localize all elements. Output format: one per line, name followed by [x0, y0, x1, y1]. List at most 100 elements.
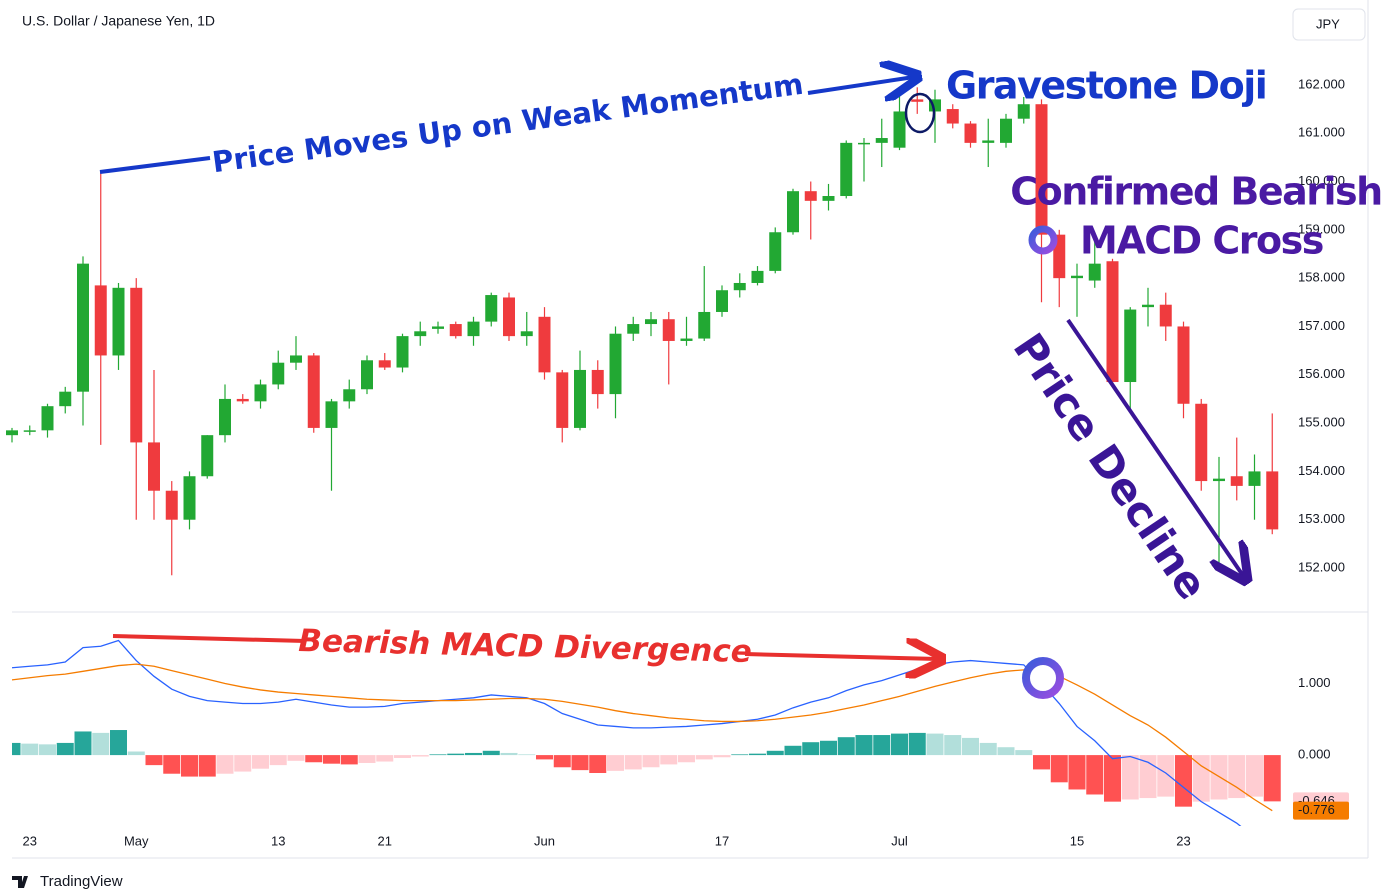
- histogram-bar: [216, 755, 234, 774]
- histogram-bar: [695, 755, 713, 760]
- cross-marker: [1022, 657, 1064, 699]
- candle-body: [1159, 304, 1172, 327]
- histogram-bar: [92, 732, 110, 756]
- candle-body: [556, 372, 569, 428]
- candle-body: [290, 355, 302, 363]
- histogram-bar: [1175, 755, 1192, 807]
- histogram-bar: [1121, 755, 1139, 800]
- x-tick-label: Jun: [534, 833, 555, 848]
- x-tick-label: 21: [378, 833, 392, 848]
- candle-body: [467, 321, 480, 337]
- histogram-bar: [1157, 755, 1175, 797]
- histogram-bar: [553, 755, 571, 768]
- histogram-bar: [979, 742, 997, 756]
- candle-body: [378, 360, 391, 368]
- histogram-bar: [74, 731, 92, 756]
- y-tick-label: 153.000: [1298, 511, 1345, 526]
- candle-body: [485, 295, 498, 322]
- macd-line: [12, 639, 1242, 826]
- candle-body: [1106, 261, 1119, 383]
- candle-body: [148, 442, 160, 491]
- y-tick-label: 160.000: [1298, 173, 1345, 188]
- histogram-bar: [1050, 755, 1068, 783]
- histogram-bar: [891, 733, 908, 756]
- currency-button[interactable]: [1292, 8, 1366, 41]
- doji-circle: [904, 92, 936, 134]
- histogram-bar: [536, 755, 553, 760]
- symbol-title: U.S. Dollar / Japanese Yen, 1D: [22, 13, 215, 29]
- histogram-bar: [482, 750, 500, 756]
- histogram-bar: [145, 755, 163, 766]
- candle-body: [449, 324, 462, 337]
- histogram-bar: [962, 737, 979, 756]
- candle-body: [769, 232, 782, 271]
- candle-body: [1177, 326, 1190, 404]
- candle-body: [574, 369, 586, 428]
- annotation-text: MACD Cross: [1080, 219, 1323, 263]
- histogram-bar: [127, 751, 145, 756]
- histogram-bar: [944, 735, 962, 756]
- y-tick-label: 154.000: [1298, 463, 1345, 478]
- histogram-bar: [39, 744, 56, 756]
- candle-body: [680, 338, 693, 341]
- histogram-bar: [1192, 755, 1210, 802]
- candle-body: [893, 111, 906, 148]
- histogram-bar: [181, 755, 198, 777]
- candle-body: [645, 319, 657, 325]
- x-tick-label: 13: [271, 833, 285, 848]
- brand-name: TradingView: [40, 873, 123, 890]
- histogram-bar: [252, 755, 269, 769]
- candle-body: [1035, 104, 1048, 235]
- currency-label[interactable]: JPY: [1316, 16, 1340, 31]
- histogram-bar: [837, 737, 855, 756]
- histogram-bar: [766, 750, 784, 756]
- candle-body: [698, 311, 711, 339]
- candle-body: [1088, 263, 1101, 281]
- candle-body: [130, 287, 143, 443]
- candle-body: [165, 490, 178, 520]
- histogram-bar: [411, 755, 429, 757]
- histogram-bar: [1139, 755, 1157, 799]
- histogram-bar: [1033, 755, 1050, 770]
- histogram-bar: [500, 752, 518, 756]
- histogram-bar: [305, 755, 323, 763]
- histogram-bar: [1104, 755, 1121, 802]
- histogram-bar: [678, 755, 695, 763]
- candle-body: [325, 401, 338, 428]
- histogram-bar: [376, 755, 394, 762]
- histogram-bar: [908, 732, 926, 756]
- candle-body: [804, 191, 817, 201]
- histogram-bar: [394, 755, 411, 758]
- candle-body: [307, 355, 320, 428]
- cross-marker: [1028, 225, 1058, 255]
- candle-body: [875, 138, 888, 143]
- annotation-arrow: [807, 77, 914, 93]
- candle-body: [201, 435, 214, 477]
- histogram-bar: [1246, 755, 1263, 797]
- candle-body: [591, 369, 604, 395]
- annotation-line: [99, 156, 211, 174]
- last-value-box: [1293, 801, 1349, 820]
- candle-body: [272, 362, 285, 385]
- y-tick-label: 0.000: [1298, 747, 1331, 762]
- x-tick-label: Jul: [891, 833, 908, 848]
- candle-body: [1071, 275, 1083, 279]
- histogram-bar: [358, 755, 376, 763]
- histogram-bar: [571, 755, 589, 771]
- histogram-bar: [1068, 755, 1086, 790]
- histogram-bar: [323, 755, 340, 764]
- histogram-bar: [642, 755, 660, 768]
- plot: 152.000 153.000 154.000 155.000 156.000 157.0…: [6, 76, 1349, 848]
- histogram-bar: [926, 733, 944, 756]
- frame: [12, 0, 1369, 859]
- y-tick-label: 157.000: [1298, 318, 1345, 333]
- candle-body: [716, 290, 728, 312]
- histogram-bar: [287, 755, 305, 761]
- histogram-bar: [749, 753, 766, 756]
- candle-body: [520, 331, 533, 337]
- histogram-bar: [234, 755, 252, 772]
- histogram-bar: [820, 740, 837, 756]
- y-tick-label: 162.000: [1298, 76, 1345, 91]
- histogram-bar: [997, 747, 1015, 756]
